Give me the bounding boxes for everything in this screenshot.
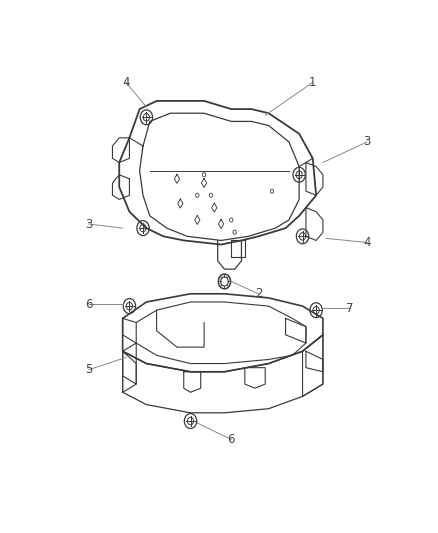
Text: 4: 4 [363, 236, 371, 249]
Text: 7: 7 [346, 302, 354, 314]
Text: 1: 1 [309, 76, 317, 89]
Text: 4: 4 [122, 76, 130, 89]
Text: 3: 3 [364, 135, 371, 148]
Text: 6: 6 [227, 433, 235, 446]
Text: 5: 5 [85, 363, 92, 376]
Text: 3: 3 [85, 217, 92, 230]
Text: 6: 6 [85, 297, 92, 311]
Text: 2: 2 [254, 287, 262, 300]
